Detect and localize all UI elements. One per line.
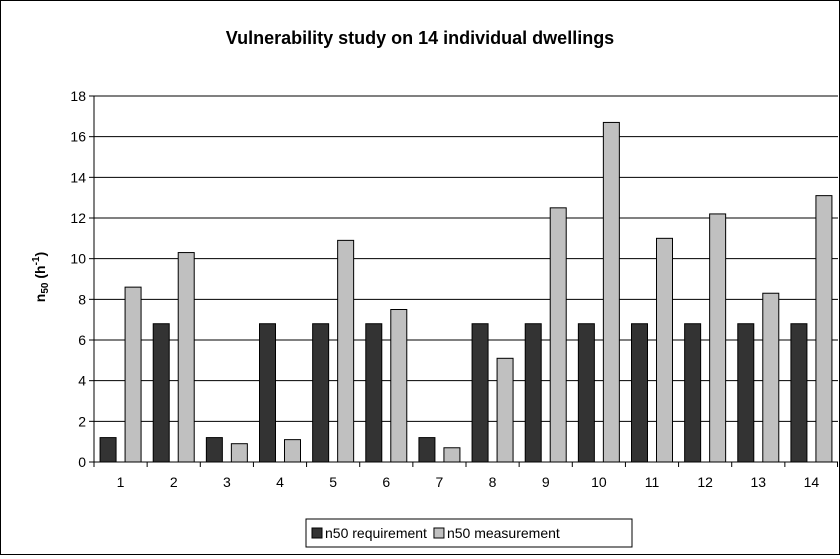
legend-swatch-requirement — [312, 528, 322, 538]
x-tick-label: 1 — [117, 474, 125, 490]
x-tick-label: 5 — [329, 474, 337, 490]
bar-measurement — [178, 253, 194, 462]
y-axis-label-close: ) — [32, 252, 48, 257]
chart-title: Vulnerability study on 14 individual dwe… — [226, 28, 614, 48]
x-tick-label: 12 — [697, 474, 713, 490]
bar-measurement — [763, 293, 779, 462]
bar-measurement — [444, 448, 460, 462]
y-tick-label: 14 — [70, 169, 86, 185]
bar-measurement — [710, 214, 726, 462]
bar-measurement — [125, 287, 141, 462]
gridlines — [94, 96, 838, 421]
bar-measurement — [338, 240, 354, 462]
x-tick-label: 8 — [489, 474, 497, 490]
x-tick-label: 7 — [436, 474, 444, 490]
y-tick-label: 4 — [78, 373, 86, 389]
bar-measurement — [550, 208, 566, 462]
bar-requirement — [313, 324, 329, 462]
y-axis-label-sub: 50 — [40, 282, 51, 294]
y-tick-label: 0 — [78, 454, 86, 470]
y-tick-label: 8 — [78, 291, 86, 307]
y-tick-label: 10 — [70, 251, 86, 267]
legend-label-measurement: n50 measurement — [447, 525, 560, 541]
x-tick-label: 4 — [276, 474, 284, 490]
bar-requirement — [578, 324, 594, 462]
bar-measurement — [497, 358, 513, 462]
bar-requirement — [153, 324, 169, 462]
legend-swatch-measurement — [434, 528, 444, 538]
bar-requirement — [791, 324, 807, 462]
x-tick-label: 10 — [591, 474, 607, 490]
axes — [94, 96, 838, 462]
y-tick-label: 6 — [78, 332, 86, 348]
x-tick-label: 13 — [750, 474, 766, 490]
y-tick-label: 2 — [78, 413, 86, 429]
y-tick-label: 12 — [70, 210, 86, 226]
bar-requirement — [525, 324, 541, 462]
bar-requirement — [419, 438, 435, 462]
x-tick-label: 11 — [645, 474, 660, 490]
bar-measurement — [603, 122, 619, 462]
bar-measurement — [391, 310, 407, 463]
x-tick-labels: 1 2 3 4 5 6 7 8 9 10 11 12 13 14 — [94, 462, 838, 490]
y-tick-label: 18 — [70, 88, 86, 104]
bar-requirement — [366, 324, 382, 462]
x-tick-label: 9 — [542, 474, 550, 490]
bar-measurement — [285, 440, 301, 462]
bar-requirement — [472, 324, 488, 462]
bar-measurement — [657, 238, 673, 462]
x-tick-label: 3 — [223, 474, 231, 490]
bar-requirement — [260, 324, 276, 462]
bar-requirement — [100, 438, 116, 462]
bar-requirement — [738, 324, 754, 462]
y-axis-label-unit: (h — [32, 265, 48, 282]
y-tick-label: 16 — [70, 129, 86, 145]
y-tick-labels: 0 2 4 6 8 10 12 14 16 18 — [70, 88, 94, 470]
x-tick-label: 6 — [382, 474, 390, 490]
bar-measurement — [816, 196, 832, 462]
bar-requirement — [632, 324, 648, 462]
bar-requirement — [206, 438, 222, 462]
bars — [100, 122, 832, 462]
bar-requirement — [685, 324, 701, 462]
legend: n50 requirement n50 measurement — [306, 519, 632, 547]
x-tick-label: 14 — [804, 474, 820, 490]
bar-measurement — [231, 444, 247, 462]
y-axis-label: n50 (h-1) — [31, 252, 51, 302]
legend-label-requirement: n50 requirement — [325, 525, 427, 541]
x-tick-label: 2 — [170, 474, 178, 490]
y-axis-label-main: n — [32, 294, 48, 303]
